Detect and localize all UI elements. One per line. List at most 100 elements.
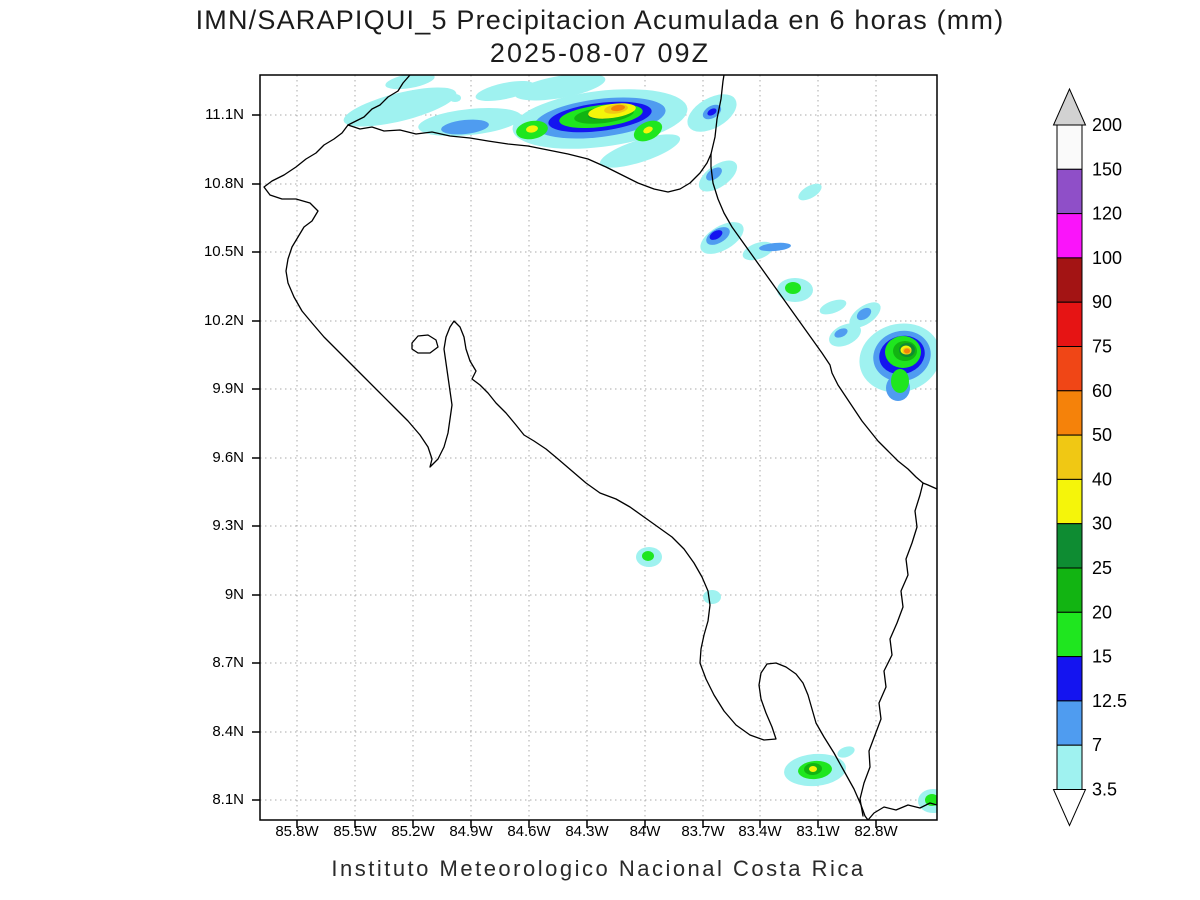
precip-cell-c3_5 bbox=[798, 183, 822, 201]
precip-cell-c3_5 bbox=[837, 746, 855, 758]
precipitation-shading-layer bbox=[343, 75, 937, 813]
lat-tick-label: 9N bbox=[224, 586, 244, 603]
costa-rica-nicaragua-border bbox=[347, 124, 712, 193]
colorbar-tick-label: 150 bbox=[1092, 159, 1122, 179]
lat-tick-label: 9.6N bbox=[212, 449, 244, 466]
colorbar-band bbox=[1056, 257, 1083, 303]
plot-title-line2: 2025-08-07 09Z bbox=[489, 38, 711, 69]
precip-cell-c15 bbox=[642, 551, 654, 561]
lat-tick-label: 10.2N bbox=[203, 312, 244, 329]
precip-cell-c7 bbox=[834, 328, 848, 338]
lon-tick-label: 84.9W bbox=[449, 823, 493, 840]
colorbar-tick-label: 75 bbox=[1092, 337, 1112, 357]
lat-tick-label: 8.4N bbox=[212, 723, 244, 740]
colorbar-band bbox=[1056, 744, 1083, 791]
colorbar-band bbox=[1056, 390, 1083, 436]
colorbar-tick-label: 40 bbox=[1092, 469, 1112, 489]
colorbar-band bbox=[1056, 611, 1083, 658]
precip-cell-c7 bbox=[706, 167, 722, 181]
precip-cell-c3_5 bbox=[475, 80, 535, 102]
axis-ticks bbox=[252, 114, 877, 828]
panama-pacific-coast bbox=[867, 802, 937, 820]
precip-cell-c15 bbox=[925, 794, 937, 806]
plot-title: IMN/SARAPIQUI_5 Precipitacion Acumulada … bbox=[0, 5, 1200, 69]
lon-tick-label: 84.3W bbox=[565, 823, 609, 840]
map-canvas bbox=[252, 74, 938, 828]
colorbar-tick-label: 120 bbox=[1092, 204, 1122, 224]
colorbar-band bbox=[1056, 124, 1083, 170]
precip-cell-c12_5 bbox=[707, 108, 717, 116]
precip-cell-c3_5 bbox=[819, 299, 847, 315]
precip-cell-c3_5 bbox=[703, 590, 721, 604]
lon-tick-label: 85.2W bbox=[391, 823, 435, 840]
nicaragua-pacific-coast bbox=[347, 75, 411, 126]
precip-cell-c7 bbox=[441, 119, 489, 135]
precip-cell-c3_5 bbox=[449, 94, 461, 102]
precip-cell-c7 bbox=[759, 242, 791, 252]
precip-cell-c15 bbox=[785, 282, 801, 294]
colorbar-tick-label: 50 bbox=[1092, 425, 1112, 445]
footer-credit: Instituto Meteorologico Nacional Costa R… bbox=[331, 856, 866, 881]
lon-tick-label: 83.4W bbox=[738, 823, 782, 840]
colorbar-band bbox=[1056, 656, 1083, 702]
lon-tick-label: 85.8W bbox=[275, 823, 319, 840]
precip-cell-c50 bbox=[611, 104, 625, 112]
colorbar-tick-label: 7 bbox=[1092, 735, 1102, 755]
colorbar: 200 150 120 100 90 75 60 50 40 30 25 20 15 12.5 7 3.5 bbox=[1052, 87, 1127, 827]
map-frame bbox=[259, 74, 938, 821]
colorbar-band bbox=[1056, 168, 1083, 215]
precip-cell-c7 bbox=[856, 307, 872, 321]
costa-rica-pacific-coast bbox=[263, 124, 869, 820]
lat-tick-label: 9.3N bbox=[212, 517, 244, 534]
colorbar-tick-label: 100 bbox=[1092, 248, 1122, 268]
plot-title-line1: IMN/SARAPIQUI_5 Precipitacion Acumulada … bbox=[195, 5, 1005, 35]
colorbar-band bbox=[1056, 478, 1083, 525]
precip-cell-c3_5 bbox=[343, 87, 457, 127]
lat-tick-label: 9.9N bbox=[212, 380, 244, 397]
latitude-axis: 11.1N 10.8N 10.5N 10.2N 9.9N 9.6N 9.3N 9N 8.7N 8.… bbox=[158, 75, 250, 820]
lon-tick-label: 84W bbox=[629, 823, 661, 840]
colorbar-arrow-bottom bbox=[1052, 789, 1087, 827]
colorbar-band bbox=[1056, 700, 1083, 746]
costa-rica-panama-border bbox=[859, 482, 924, 817]
precip-cell-c3_5 bbox=[599, 134, 681, 168]
colorbar-band bbox=[1056, 346, 1083, 392]
colorbar-tick-label: 12.5 bbox=[1092, 691, 1127, 711]
precip-cell-c30 bbox=[809, 766, 817, 772]
lon-tick-label: 83.1W bbox=[796, 823, 840, 840]
lat-tick-label: 11.1N bbox=[205, 106, 244, 123]
isla-chira-outline bbox=[411, 334, 439, 354]
precip-cell-c15 bbox=[891, 369, 909, 393]
colorbar-band bbox=[1056, 523, 1083, 569]
precip-cell-c3_5 bbox=[385, 75, 435, 90]
precip-cell-c12_5 bbox=[709, 230, 723, 240]
lat-tick-label: 10.5N bbox=[203, 243, 244, 260]
colorbar-band bbox=[1056, 301, 1083, 347]
colorbar-tick-label: 25 bbox=[1092, 558, 1112, 578]
longitude-axis: 85.8W 85.5W 85.2W 84.9W 84.6W 84.3W 84W 83.7W 83… bbox=[260, 823, 937, 845]
lat-tick-label: 8.7N bbox=[212, 654, 244, 671]
colorbar-band bbox=[1056, 434, 1083, 480]
costa-rica-caribbean-coast bbox=[710, 153, 937, 490]
colorbar-arrow-top bbox=[1052, 87, 1087, 126]
colorbar-tick-label: 3.5 bbox=[1092, 780, 1117, 800]
colorbar-band bbox=[1056, 567, 1083, 613]
colorbar-tick-label: 60 bbox=[1092, 381, 1112, 401]
precip-cell-c30 bbox=[526, 125, 538, 133]
precip-cell-c50 bbox=[904, 348, 910, 354]
colorbar-tick-label: 200 bbox=[1092, 115, 1122, 135]
lon-tick-label: 85.5W bbox=[333, 823, 377, 840]
lon-tick-label: 83.7W bbox=[681, 823, 725, 840]
lon-tick-label: 82.8W bbox=[854, 823, 898, 840]
grid-layer bbox=[260, 75, 937, 820]
colorbar-tick-label: 90 bbox=[1092, 292, 1112, 312]
nicaragua-caribbean-coast bbox=[710, 75, 725, 155]
lat-tick-label: 8.1N bbox=[212, 791, 244, 808]
colorbar-tick-label: 15 bbox=[1092, 647, 1112, 667]
colorbar-band bbox=[1056, 213, 1083, 259]
lat-tick-label: 10.8N bbox=[203, 175, 244, 192]
lon-tick-label: 84.6W bbox=[507, 823, 551, 840]
colorbar-tick-label: 30 bbox=[1092, 514, 1112, 534]
precip-cell-c30 bbox=[643, 126, 653, 134]
